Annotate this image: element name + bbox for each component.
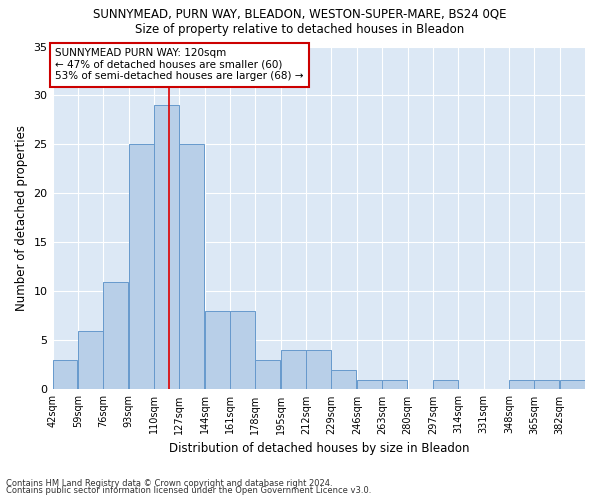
Text: SUNNYMEAD, PURN WAY, BLEADON, WESTON-SUPER-MARE, BS24 0QE: SUNNYMEAD, PURN WAY, BLEADON, WESTON-SUP… (93, 8, 507, 20)
Bar (433, 380, 458, 390)
Text: SUNNYMEAD PURN WAY: 120sqm
← 47% of detached houses are smaller (60)
53% of semi: SUNNYMEAD PURN WAY: 120sqm ← 47% of deta… (55, 48, 304, 82)
Bar (509, 380, 534, 390)
X-axis label: Distribution of detached houses by size in Bleadon: Distribution of detached houses by size … (169, 442, 469, 455)
Bar (382, 380, 407, 390)
Bar (534, 380, 559, 390)
Bar (179, 144, 204, 390)
Bar (154, 106, 179, 390)
Bar (53, 360, 77, 390)
Text: Size of property relative to detached houses in Bleadon: Size of property relative to detached ho… (136, 22, 464, 36)
Bar (230, 311, 255, 390)
Bar (357, 380, 382, 390)
Bar (205, 311, 230, 390)
Bar (256, 360, 280, 390)
Bar (128, 144, 154, 390)
Bar (103, 282, 128, 390)
Bar (560, 380, 584, 390)
Text: Contains public sector information licensed under the Open Government Licence v3: Contains public sector information licen… (6, 486, 371, 495)
Bar (331, 370, 356, 390)
Text: Contains HM Land Registry data © Crown copyright and database right 2024.: Contains HM Land Registry data © Crown c… (6, 478, 332, 488)
Bar (281, 350, 305, 390)
Bar (78, 330, 103, 390)
Bar (306, 350, 331, 390)
Y-axis label: Number of detached properties: Number of detached properties (15, 125, 28, 311)
